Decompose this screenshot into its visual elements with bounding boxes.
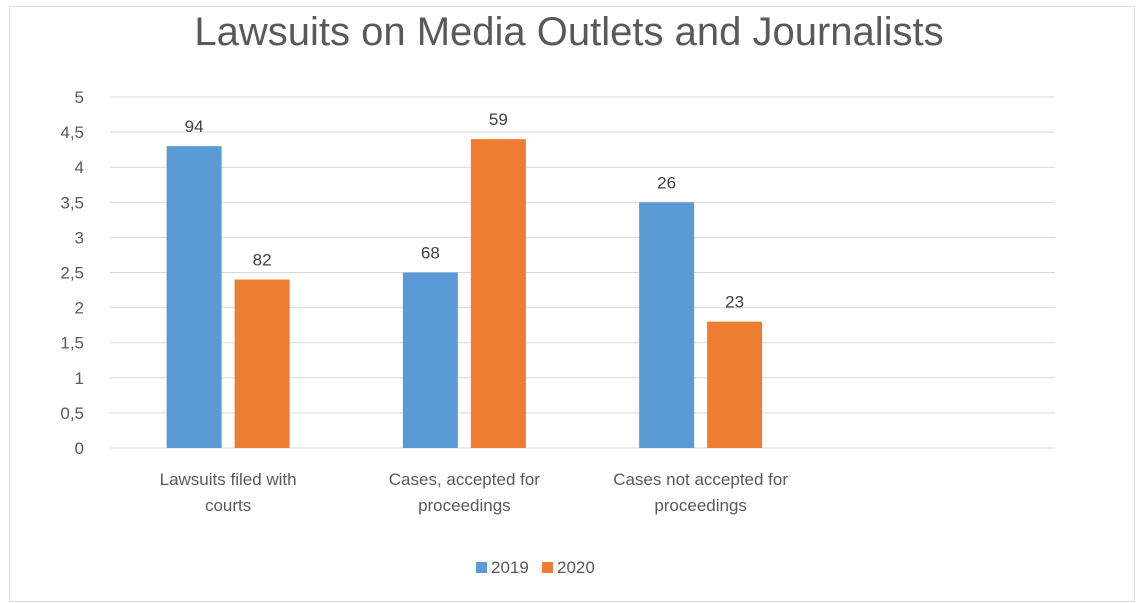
data-label: 59 <box>489 110 508 129</box>
category-label: Cases, accepted for <box>389 470 541 489</box>
chart-title: Lawsuits on Media Outlets and Journalist… <box>194 10 944 54</box>
bar-2019-2 <box>639 202 695 448</box>
category-label: courts <box>205 496 251 515</box>
category-label: proceedings <box>418 496 511 515</box>
legend-swatch-2020 <box>542 562 553 573</box>
data-label: 82 <box>253 251 272 270</box>
category-label: proceedings <box>654 496 747 515</box>
y-tick-label: 3,5 <box>60 193 84 212</box>
y-tick-label: 2 <box>75 299 84 318</box>
y-tick-label: 1 <box>75 369 84 388</box>
data-label: 68 <box>421 244 440 263</box>
bar-2020-0 <box>234 279 290 448</box>
y-tick-label: 5 <box>75 88 84 107</box>
category-label: Lawsuits filed with <box>160 470 297 489</box>
y-tick-label: 2,5 <box>60 264 84 283</box>
y-tick-label: 3 <box>75 228 84 247</box>
legend-label: 2019 <box>491 558 529 577</box>
y-tick-label: 1,5 <box>60 334 84 353</box>
data-label: 26 <box>657 173 676 192</box>
y-tick-label: 0,5 <box>60 404 84 423</box>
bar-2019-1 <box>402 272 458 448</box>
bar-2020-1 <box>470 139 526 448</box>
category-label: Cases not accepted for <box>613 470 788 489</box>
data-label: 94 <box>185 117 204 136</box>
y-tick-label: 4,5 <box>60 123 84 142</box>
y-tick-label: 4 <box>75 158 84 177</box>
y-tick-label: 0 <box>75 439 84 458</box>
bar-2020-2 <box>707 321 763 448</box>
data-label: 23 <box>725 293 744 312</box>
legend-swatch-2019 <box>476 562 487 573</box>
bar-2019-0 <box>166 146 222 448</box>
legend-label: 2020 <box>557 558 595 577</box>
